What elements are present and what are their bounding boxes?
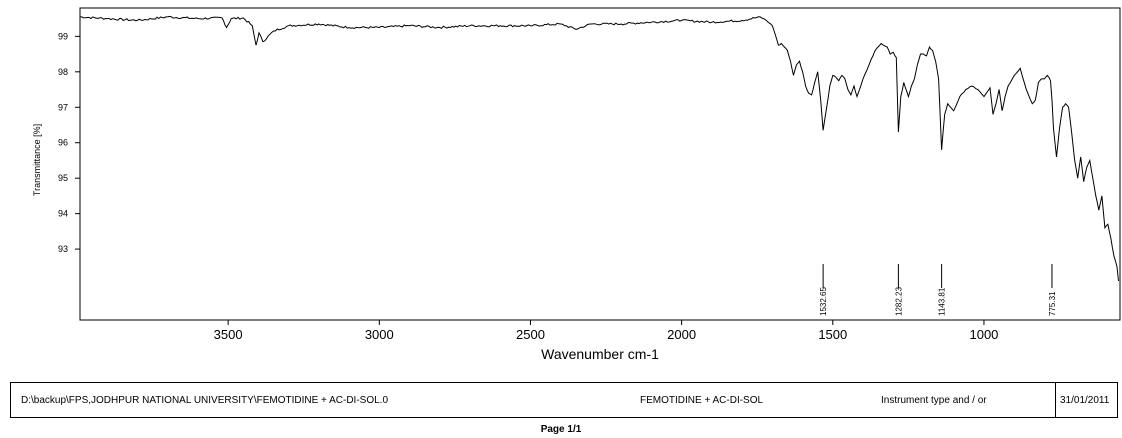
x-tick-label: 2000: [667, 327, 696, 342]
sample-name: FEMOTIDINE + AC-DI-SOL: [640, 394, 764, 406]
instrument-type: Instrument type and / or: [881, 394, 987, 406]
y-tick-label: 97: [58, 102, 68, 112]
peak-label: 775.31: [1048, 291, 1057, 316]
y-tick-label: 93: [58, 244, 68, 254]
x-tick-label: 1500: [818, 327, 847, 342]
x-tick-label: 1000: [969, 327, 998, 342]
y-tick-label: 94: [58, 209, 68, 219]
x-tick-label: 2500: [516, 327, 545, 342]
x-axis-label: Wavenumber cm-1: [541, 346, 659, 362]
file-info-box: D:\backup\FPS,JODHPUR NATIONAL UNIVERSIT…: [10, 382, 1118, 418]
peak-label: 1143.81: [938, 287, 947, 316]
peak-label: 1532.65: [819, 287, 828, 316]
ir-spectrum-chart: 3500 3000 2500 2000 1500 1000 99989796959493 …: [32, 7, 1121, 362]
y-tick-label: 98: [58, 67, 68, 77]
file-path: D:\backup\FPS,JODHPUR NATIONAL UNIVERSIT…: [21, 394, 389, 406]
y-tick-label: 99: [58, 31, 68, 41]
x-tick-label: 3500: [214, 327, 243, 342]
y-axis-label: Transmittance [%]: [32, 124, 42, 196]
peak-label: 1282.23: [894, 287, 903, 316]
y-tick-label: 96: [58, 138, 68, 148]
plot-frame: [79, 7, 1121, 321]
spectrum-line: [80, 15, 1119, 282]
y-tick-label: 95: [58, 173, 68, 183]
measurement-date: 31/01/2011: [1055, 383, 1117, 417]
x-tick-label: 3000: [365, 327, 394, 342]
page-number: Page 1/1: [540, 424, 582, 435]
